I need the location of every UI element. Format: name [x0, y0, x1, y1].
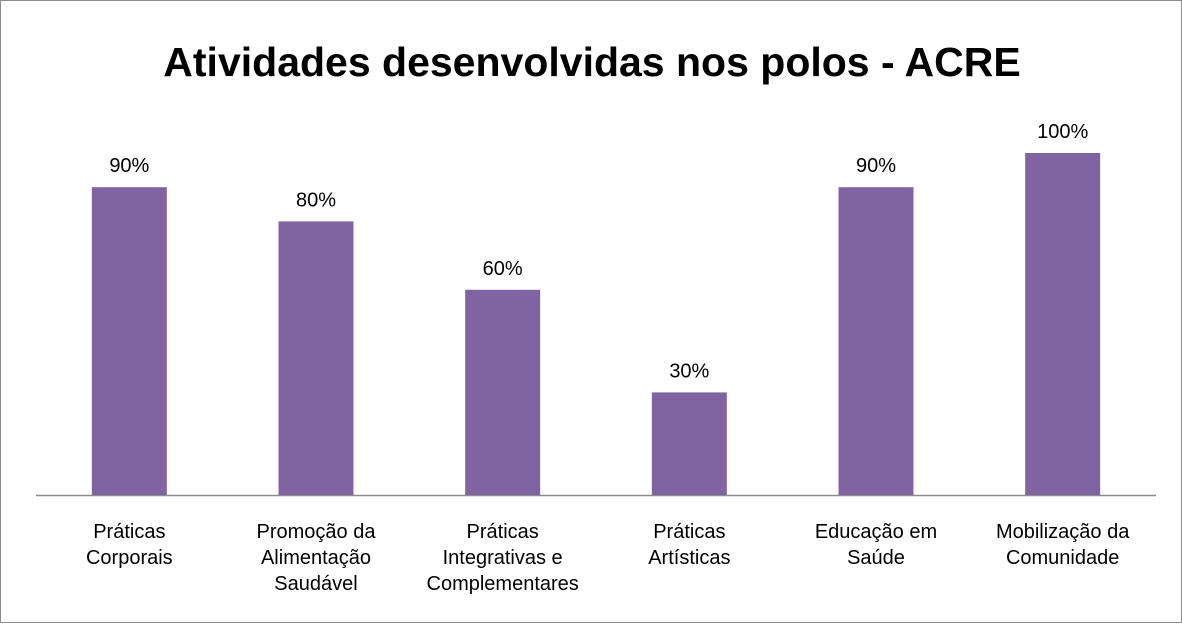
data-label-3: 60% [483, 258, 523, 280]
category-label-line: Integrativas e [442, 547, 563, 569]
category-label-line: Práticas [653, 521, 726, 543]
category-label-line: Educação em [814, 521, 938, 543]
category-label-line: Comunidade [1005, 547, 1120, 569]
bar-1 [91, 187, 167, 495]
category-label-line: Promoção da [256, 521, 376, 543]
bar-5 [838, 187, 914, 495]
category-label-2: Promoção da Alimentação Saudável [221, 519, 411, 597]
category-label-5: Educação em Saúde [781, 519, 971, 571]
category-label-line: Corporais [85, 547, 173, 569]
bar-3 [465, 289, 541, 495]
category-label-line: Mobilização da [995, 521, 1130, 543]
category-label-line: Complementares [426, 573, 579, 595]
category-label-6: Mobilização da Comunidade [968, 519, 1158, 571]
bar-4 [651, 392, 727, 495]
data-label-5: 90% [856, 155, 896, 177]
category-label-line: Práticas [466, 521, 539, 543]
category-label-4: Práticas Artísticas [594, 519, 784, 571]
data-label-1: 90% [109, 155, 149, 177]
category-label-line: Saudável [274, 573, 358, 595]
category-label-3: Práticas Integrativas e Complementares [408, 519, 598, 597]
bar-6 [1025, 153, 1101, 495]
data-label-4: 30% [669, 360, 709, 382]
bar-2 [278, 221, 354, 495]
data-label-6: 100% [1037, 121, 1088, 143]
category-label-line: Artísticas [648, 547, 731, 569]
chart-title: Atividades desenvolvidas nos polos - ACR… [163, 39, 1021, 85]
category-label-line: Alimentação [260, 547, 372, 569]
category-label-line: Práticas [93, 521, 166, 543]
category-label-1: Práticas Corporais [34, 519, 224, 571]
category-label-line: Saúde [847, 547, 905, 569]
data-label-2: 80% [296, 189, 336, 211]
